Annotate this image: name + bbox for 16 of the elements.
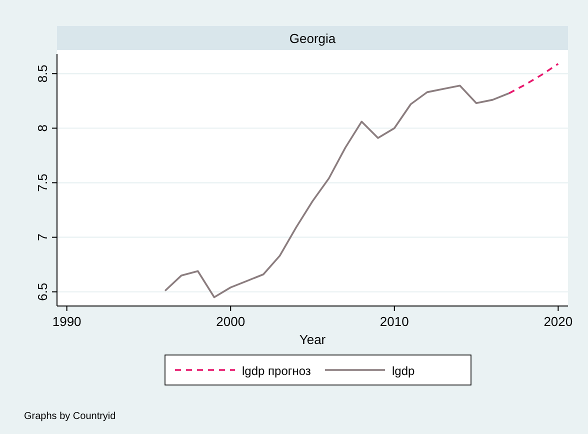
chart-title: Georgia	[289, 31, 336, 46]
y-tick-label: 7	[35, 234, 50, 241]
x-tick-label: 2000	[216, 314, 246, 329]
y-tick-label: 7.5	[35, 174, 50, 192]
x-tick-label: 1990	[52, 314, 82, 329]
text: Graphs by Countryid	[24, 411, 116, 422]
y-tick-label: 6.5	[35, 282, 50, 301]
y-tick-label: 8	[35, 124, 50, 132]
x-tick-label: 2010	[380, 314, 409, 329]
legend-label: lgdp прогноз	[242, 364, 312, 378]
line-series	[164, 84, 510, 298]
legend-label: lgdp	[392, 364, 416, 378]
x-tick-label: 2020	[544, 314, 573, 329]
line-series	[508, 62, 560, 94]
y-tick-label: 8.5	[35, 64, 50, 83]
x-axis-title: Year	[299, 332, 326, 347]
